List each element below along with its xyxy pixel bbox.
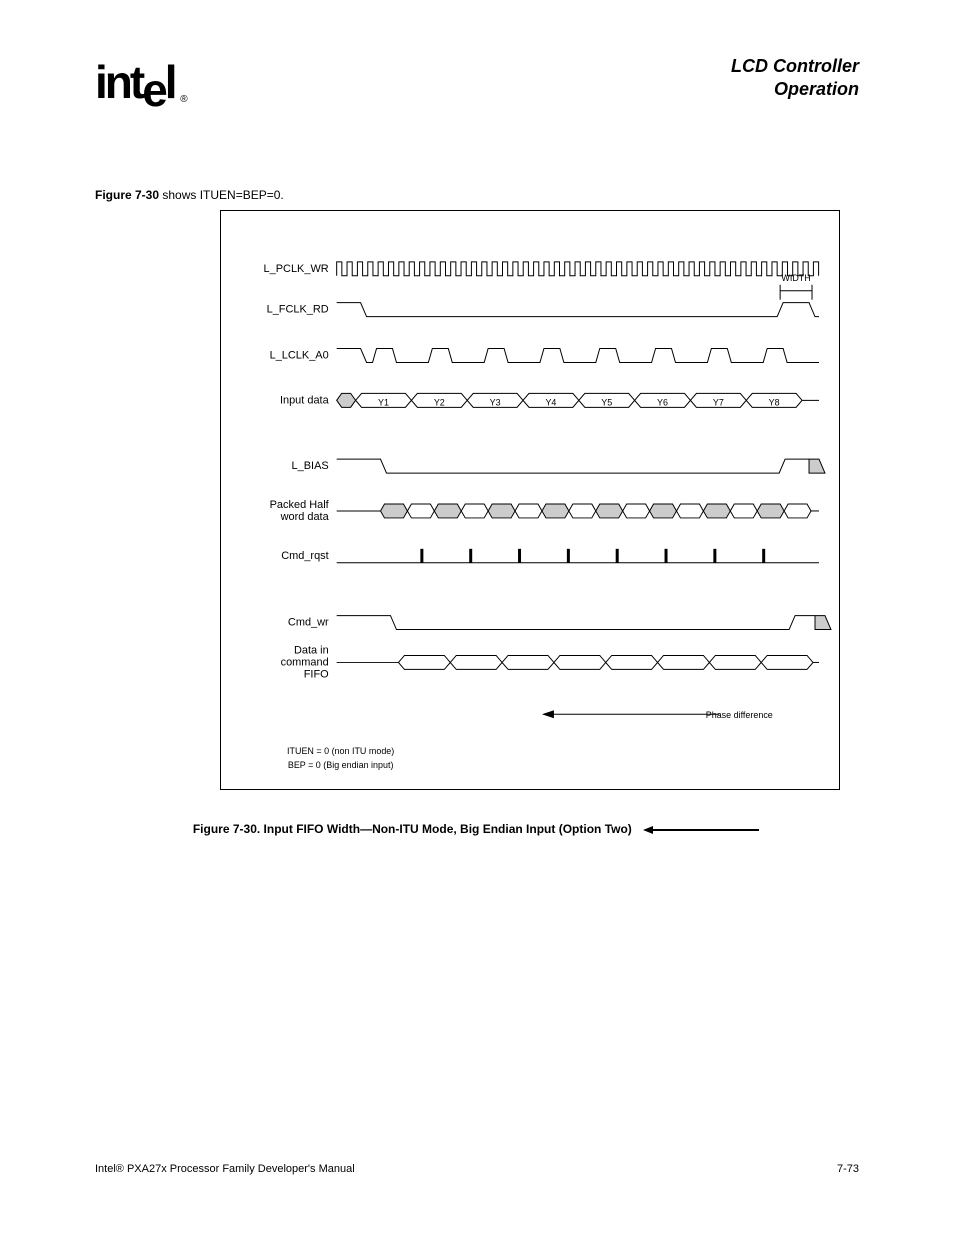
svg-text:L_LCLK_A0: L_LCLK_A0 [270,349,329,361]
timing-diagram-container: L_PCLK_WR L_FCLK_RD WIDTH L_LCLK_A0 Y1 Y2 Y3 Y4… [220,210,840,790]
svg-text:Y3: Y3 [490,397,501,407]
chapter-title: LCD Controller Operation [731,55,859,102]
svg-text:ITUEN = 0 (non ITU mode): ITUEN = 0 (non ITU mode) [287,746,394,756]
svg-text:Y4: Y4 [545,397,556,407]
svg-text:Y8: Y8 [769,397,780,407]
svg-text:Cmd_wr: Cmd_wr [288,617,329,629]
figure-number-ref: Figure 7-30 [95,188,159,202]
caption-text: Input FIFO Width—Non-ITU Mode, Big Endia… [260,822,632,836]
svg-text:Data in: Data in [294,644,329,656]
svg-text:L_PCLK_WR: L_PCLK_WR [264,263,329,275]
figure-reference: Figure 7-30 shows ITUEN=BEP=0. [95,188,859,202]
svg-text:BEP = 0 (Big endian input): BEP = 0 (Big endian input) [288,760,394,770]
svg-text:WIDTH: WIDTH [781,273,810,283]
svg-text:command: command [281,656,329,668]
figure-caption: Figure 7-30. Input FIFO Width—Non-ITU Mo… [95,822,859,836]
svg-text:Packed Half: Packed Half [270,499,330,511]
svg-text:Phase difference: Phase difference [706,710,773,720]
svg-text:word data: word data [280,511,330,523]
page-header: intel® LCD Controller Operation [95,55,859,109]
caption-arrow-icon [641,824,761,836]
caption-fignum: Figure 7-30. [193,822,260,836]
svg-text:Y1: Y1 [378,397,389,407]
svg-text:Y7: Y7 [713,397,724,407]
intel-logo: intel® [95,55,175,109]
timing-diagram: L_PCLK_WR L_FCLK_RD WIDTH L_LCLK_A0 Y1 Y2 Y3 Y4… [221,211,839,789]
footer-page-number: 7-73 [837,1163,859,1175]
page-footer: Intel® PXA27x Processor Family Developer… [95,1163,859,1175]
chapter-line-1: LCD Controller [731,55,859,78]
footer-doc-title: Intel® PXA27x Processor Family Developer… [95,1163,355,1175]
svg-text:Y5: Y5 [601,397,612,407]
svg-text:L_FCLK_RD: L_FCLK_RD [267,304,329,316]
svg-text:Input data: Input data [280,394,330,406]
svg-text:Y2: Y2 [434,397,445,407]
svg-text:L_BIAS: L_BIAS [292,460,329,472]
chapter-line-2: Operation [731,78,859,101]
svg-text:FIFO: FIFO [304,668,329,680]
figure-desc-ref: shows ITUEN=BEP=0. [159,188,284,202]
svg-text:Cmd_rqst: Cmd_rqst [281,550,328,562]
svg-text:Y6: Y6 [657,397,668,407]
